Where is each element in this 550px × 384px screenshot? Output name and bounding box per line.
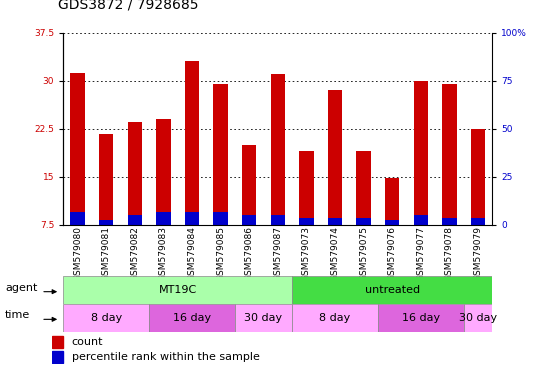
- Bar: [185, 212, 199, 225]
- Bar: [271, 215, 285, 225]
- Bar: [464, 304, 492, 332]
- Bar: [235, 304, 292, 332]
- Bar: [242, 215, 256, 225]
- Bar: [128, 122, 142, 225]
- Bar: [63, 276, 292, 304]
- Bar: [213, 212, 228, 225]
- Text: agent: agent: [5, 283, 37, 293]
- Bar: [414, 215, 428, 225]
- Bar: [70, 212, 85, 225]
- Bar: [414, 81, 428, 225]
- Text: 30 day: 30 day: [244, 313, 283, 323]
- Bar: [52, 336, 63, 348]
- Text: MT19C: MT19C: [158, 285, 197, 295]
- Text: 8 day: 8 day: [91, 313, 122, 323]
- Bar: [271, 74, 285, 225]
- Bar: [70, 73, 85, 225]
- Bar: [156, 119, 170, 225]
- Bar: [356, 151, 371, 225]
- Bar: [99, 134, 113, 225]
- Bar: [471, 218, 485, 225]
- Text: percentile rank within the sample: percentile rank within the sample: [72, 352, 260, 362]
- Bar: [63, 304, 149, 332]
- Bar: [292, 276, 492, 304]
- Text: time: time: [5, 310, 30, 320]
- Bar: [471, 129, 485, 225]
- Bar: [149, 304, 235, 332]
- Bar: [385, 220, 399, 225]
- Bar: [385, 178, 399, 225]
- Bar: [156, 212, 170, 225]
- Text: count: count: [72, 337, 103, 347]
- Bar: [299, 218, 314, 225]
- Text: untreated: untreated: [365, 285, 420, 295]
- Text: GDS3872 / 7928685: GDS3872 / 7928685: [58, 0, 198, 12]
- Bar: [213, 84, 228, 225]
- Bar: [242, 145, 256, 225]
- Bar: [328, 218, 342, 225]
- Bar: [356, 218, 371, 225]
- Bar: [442, 84, 456, 225]
- Text: 8 day: 8 day: [320, 313, 350, 323]
- Bar: [299, 151, 314, 225]
- Text: 30 day: 30 day: [459, 313, 497, 323]
- Text: 16 day: 16 day: [173, 313, 211, 323]
- Bar: [99, 220, 113, 225]
- Bar: [442, 218, 456, 225]
- Bar: [292, 304, 378, 332]
- Bar: [52, 351, 63, 363]
- Bar: [328, 90, 342, 225]
- Bar: [378, 304, 464, 332]
- Text: 16 day: 16 day: [402, 313, 440, 323]
- Bar: [185, 61, 199, 225]
- Bar: [128, 215, 142, 225]
